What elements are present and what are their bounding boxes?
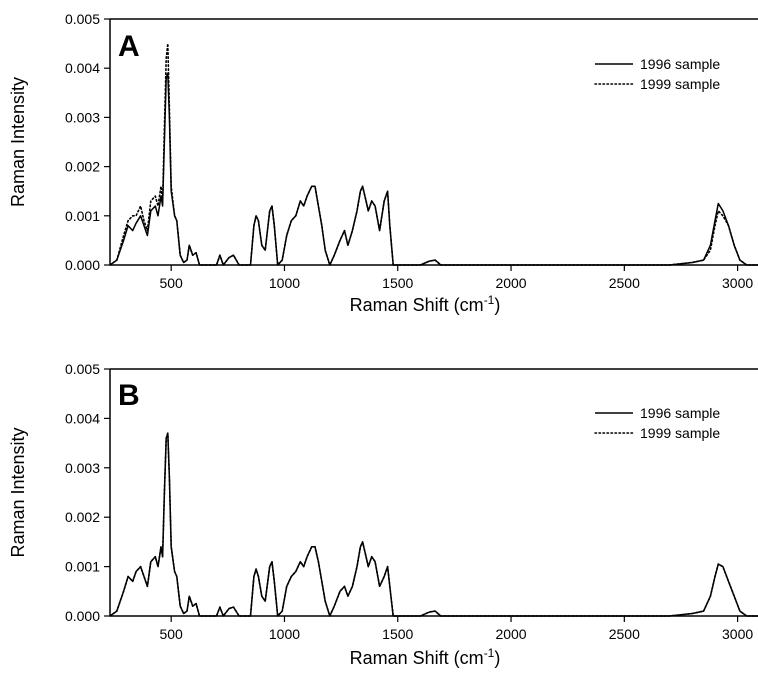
x-tick-label: 500 (159, 275, 183, 291)
x-axis-title: Raman Shift (cm-1) (350, 293, 501, 315)
y-axis-title: Raman Intensity (8, 77, 28, 207)
y-tick-label: 0.003 (65, 109, 100, 125)
series-line-1996-sample (109, 432, 758, 617)
x-tick-label: 1500 (382, 275, 413, 291)
y-tick-label: 0.004 (65, 410, 100, 426)
y-tick-label: 0.001 (65, 559, 100, 575)
chart-panel-a: 0.000 0.001 0.002 0.003 0.004 0.005 500 1000 150… (8, 11, 758, 315)
panel-label: B (118, 379, 140, 412)
y-tick-label: 0.002 (65, 159, 100, 175)
x-axis-title: Raman Shift (cm-1) (350, 646, 501, 668)
y-tick-label: 0.005 (65, 361, 100, 377)
x-tick-label: 2000 (495, 275, 526, 291)
legend-label: 1996 sample (640, 56, 720, 72)
chart-panel-b: 0.000 0.001 0.002 0.003 0.004 0.005 500 1000 150… (8, 361, 758, 668)
x-tick-label: 1500 (382, 626, 413, 642)
x-tick-label: 2500 (609, 626, 640, 642)
x-tick-label: 3000 (722, 626, 753, 642)
legend-label: 1999 sample (640, 76, 720, 92)
x-tick-label: 3000 (722, 275, 753, 291)
y-tick-label: 0.003 (65, 460, 100, 476)
y-tick-label: 0.000 (65, 257, 100, 273)
x-tick-label: 1000 (269, 626, 300, 642)
legend-label: 1999 sample (640, 425, 720, 441)
legend-label: 1996 sample (640, 405, 720, 421)
panel-label: A (118, 30, 140, 63)
x-tick-label: 2500 (609, 275, 640, 291)
x-tick-label: 1000 (269, 275, 300, 291)
y-tick-label: 0.002 (65, 509, 100, 525)
y-tick-label: 0.000 (65, 608, 100, 624)
y-tick-label: 0.001 (65, 208, 100, 224)
y-tick-label: 0.005 (65, 11, 100, 27)
x-tick-label: 2000 (495, 626, 526, 642)
y-axis-title: Raman Intensity (8, 427, 28, 557)
series-line-1999-sample (109, 432, 758, 617)
y-tick-label: 0.004 (65, 60, 100, 76)
x-tick-label: 500 (159, 626, 183, 642)
series-line-1996-sample (109, 72, 758, 266)
